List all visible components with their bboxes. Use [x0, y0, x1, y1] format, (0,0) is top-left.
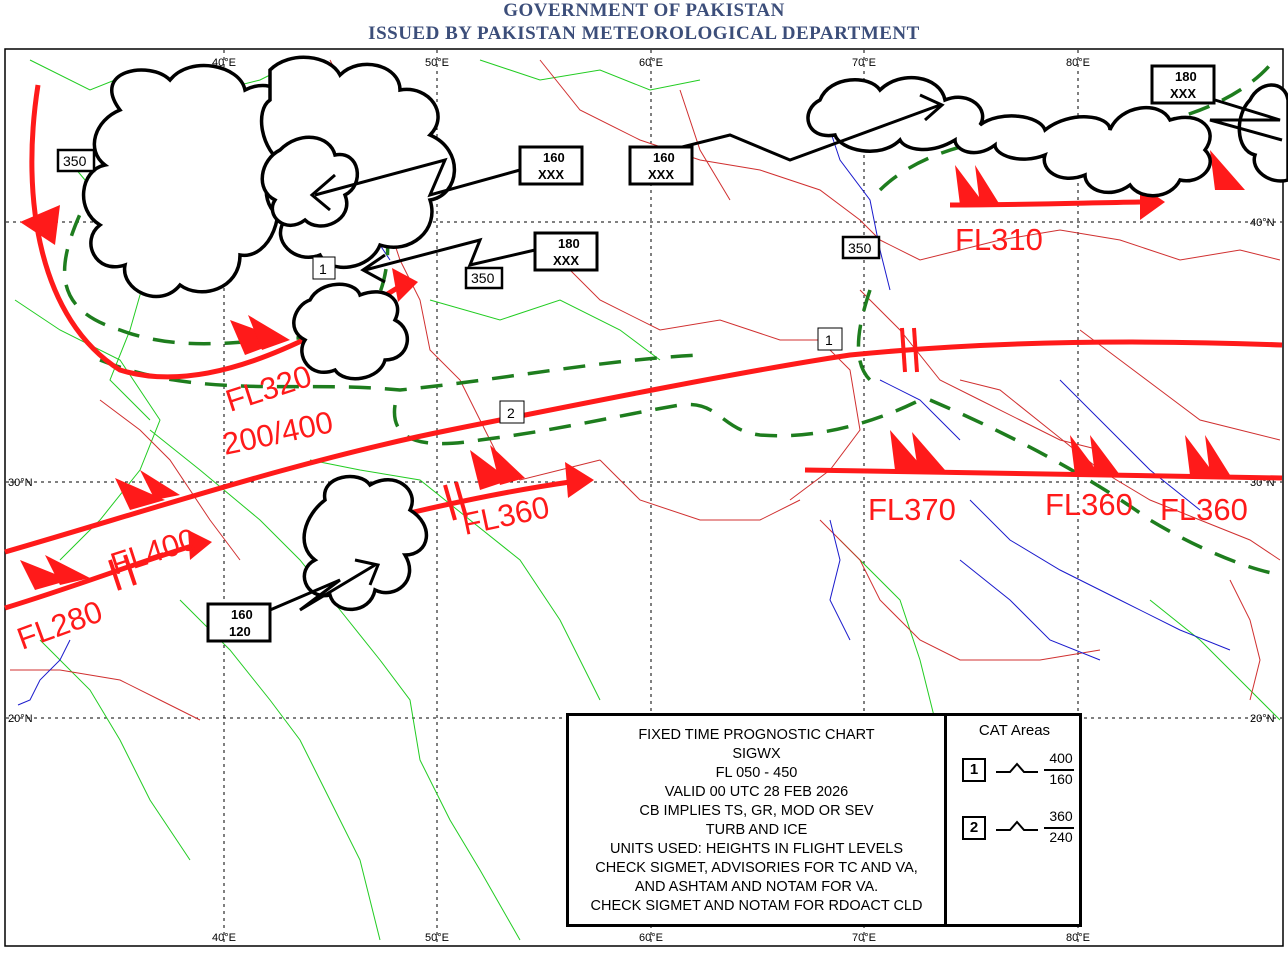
jet-arrowhead — [20, 205, 60, 245]
tropopause-label: 350 — [471, 270, 495, 286]
cb-clouds — [82, 55, 1288, 612]
legend-text: FIXED TIME PROGNOSTIC CHART SIGWX FL 050… — [569, 716, 947, 924]
svg-text:160: 160 — [543, 150, 565, 165]
jet-arrowhead — [188, 530, 212, 560]
lon-label: 40°E — [212, 932, 236, 944]
legend-line: CB IMPLIES TS, GR, MOD OR SEV — [639, 803, 874, 819]
tropopause-label: 350 — [63, 153, 87, 169]
cat-area-id: 1 — [962, 758, 986, 782]
tropopause-boxes: 350 350 350 — [56, 148, 881, 290]
cb-info-boxes: 160 XXX 160 XXX 180 XXX 180 XXX 160 120 — [206, 64, 1216, 643]
cb-box: 180 XXX — [1150, 64, 1216, 105]
jet-stream — [4, 339, 1283, 555]
cat-symbol-icon — [996, 820, 1038, 831]
cat-bottom: 240 — [1049, 829, 1073, 845]
legend-line: CHECK SIGMET, ADVISORIES FOR TC AND VA, — [595, 860, 918, 876]
lon-label: 60°E — [639, 57, 663, 69]
lon-label: 80°E — [1066, 932, 1090, 944]
lat-label: 40°N — [1250, 217, 1275, 229]
cb-box: 160 XXX — [518, 145, 584, 186]
svg-text:XXX: XXX — [648, 167, 674, 182]
header-title: GOVERNMENT OF PAKISTAN — [503, 0, 785, 21]
legend-line: FIXED TIME PROGNOSTIC CHART — [638, 727, 875, 743]
svg-text:160: 160 — [231, 607, 253, 622]
jet-arrowhead — [392, 268, 418, 302]
cat-divider — [1044, 827, 1074, 829]
tropopause-label: 350 — [848, 240, 872, 256]
svg-text:180: 180 — [1175, 69, 1197, 84]
legend-box: FIXED TIME PROGNOSTIC CHART SIGWX FL 050… — [566, 713, 1082, 927]
lon-label: 70°E — [852, 57, 876, 69]
cb-cloud — [82, 63, 300, 299]
header-subtitle: ISSUED BY PAKISTAN METEOROLOGICAL DEPART… — [368, 23, 920, 44]
cat-legend: CAT Areas 1 400 160 2 360 240 — [950, 716, 1079, 924]
svg-text:XXX: XXX — [1170, 86, 1196, 101]
jet-label: FL360 — [1045, 487, 1133, 522]
svg-text:120: 120 — [229, 624, 251, 639]
svg-text:160: 160 — [653, 150, 675, 165]
cat-marker: 1 — [825, 332, 833, 348]
cb-box: 160 120 — [206, 602, 272, 643]
lat-label: 30°N — [8, 477, 33, 489]
cat-area-id: 2 — [962, 816, 986, 840]
cb-cloud — [302, 474, 428, 612]
lat-label: 20°N — [1250, 713, 1275, 725]
legend-line: AND ASHTAM AND NOTAM FOR VA. — [634, 879, 879, 895]
lon-label: 60°E — [639, 932, 663, 944]
lon-label: 70°E — [852, 932, 876, 944]
legend-line: VALID 00 UTC 28 FEB 2026 — [664, 784, 849, 800]
cb-cloud — [292, 282, 410, 381]
lon-label: 50°E — [425, 57, 449, 69]
cb-cloud — [260, 135, 360, 228]
jet-label: FL360 — [1160, 492, 1248, 527]
legend-line: SIGWX — [732, 746, 781, 762]
jet-stream — [4, 542, 196, 611]
lat-label: 20°N — [8, 713, 33, 725]
svg-text:180: 180 — [558, 236, 580, 251]
cat-marker: 1 — [319, 261, 327, 277]
legend-line: UNITS USED: HEIGHTS IN FLIGHT LEVELS — [609, 841, 904, 857]
svg-text:XXX: XXX — [553, 253, 579, 268]
cb-cloud — [806, 75, 1212, 198]
jet-barbs — [20, 150, 1245, 590]
cat-markers: 1 1 2 — [312, 256, 843, 424]
map-frame — [4, 48, 1284, 947]
legend-line: CHECK SIGMET AND NOTAM FOR RDOACT CLD — [590, 898, 923, 914]
jet-label: FL400 — [106, 521, 200, 581]
legend-line: FL 050 - 450 — [715, 765, 798, 781]
cat-divider — [1044, 769, 1074, 771]
cb-cloud — [1237, 83, 1288, 183]
legend-line: TURB AND ICE — [705, 822, 808, 838]
jet-label: FL370 — [868, 492, 956, 527]
admin-boundaries — [14, 59, 1281, 941]
jet-label: FL310 — [955, 222, 1043, 257]
cat-top: 400 — [1049, 750, 1073, 766]
lon-label: 50°E — [425, 932, 449, 944]
cat-marker: 2 — [507, 405, 515, 421]
cat-legend-title: CAT Areas — [978, 722, 1051, 739]
cat-symbol-icon — [996, 762, 1038, 773]
cat-bottom: 160 — [1049, 771, 1073, 787]
jet-stream — [804, 467, 1283, 481]
svg-text:XXX: XXX — [538, 167, 564, 182]
cb-box: 160 XXX — [628, 145, 694, 186]
cat-top: 360 — [1049, 808, 1073, 824]
jet-arrowhead — [565, 462, 594, 498]
cb-box: 180 XXX — [533, 231, 599, 272]
lon-label: 80°E — [1066, 57, 1090, 69]
